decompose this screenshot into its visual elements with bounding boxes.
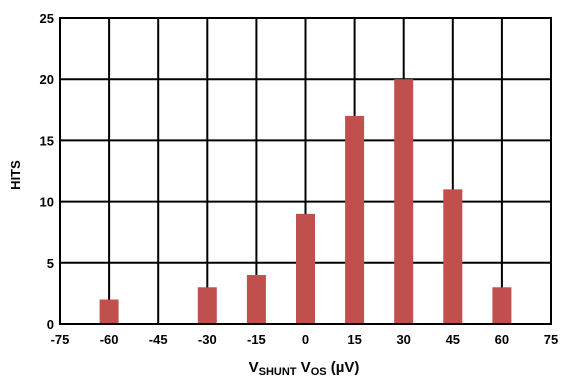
y-tick-label: 0 [47, 317, 54, 332]
x-tick-label: 60 [495, 332, 509, 347]
bar [443, 189, 463, 324]
bar [394, 79, 414, 324]
bar [99, 299, 119, 324]
bar [345, 115, 365, 324]
y-tick-label: 20 [40, 72, 54, 87]
x-tick-label: 15 [347, 332, 361, 347]
x-tick-label: 75 [544, 332, 558, 347]
plot-frame [59, 17, 552, 325]
x-axis-title-main: V [249, 359, 259, 376]
y-tick-label: 25 [40, 11, 54, 26]
x-tick-label: 0 [302, 332, 309, 347]
x-tick-label: 30 [396, 332, 410, 347]
y-tick-labels: 0 5 10 15 20 25 [40, 11, 54, 332]
plot-border [59, 17, 552, 325]
bar [246, 275, 266, 324]
x-axis-title-sub2: OS [311, 366, 327, 378]
x-axis-title-sub1: SHUNT [259, 366, 297, 378]
bars [99, 79, 512, 324]
y-tick-label: 15 [40, 133, 54, 148]
x-axis-title-tail: (µV) [327, 359, 360, 376]
y-tick-label: 10 [40, 195, 54, 210]
bar [197, 287, 217, 324]
x-tick-label: -30 [198, 332, 217, 347]
x-axis-title: VSHUNT VOS (µV) [249, 359, 360, 378]
x-tick-label: 45 [446, 332, 460, 347]
x-tick-label: -45 [149, 332, 168, 347]
x-axis-title-mid: V [297, 359, 311, 376]
bar [492, 287, 512, 324]
y-tick-label: 5 [47, 256, 54, 271]
x-tick-label: -75 [51, 332, 70, 347]
x-tick-label: -60 [100, 332, 119, 347]
x-tick-labels: -75 -60 -45 -30 -15 0 15 30 45 60 75 [51, 332, 559, 347]
y-axis-title: HITS [8, 160, 23, 190]
bar [296, 213, 315, 324]
x-tick-label: -15 [247, 332, 266, 347]
